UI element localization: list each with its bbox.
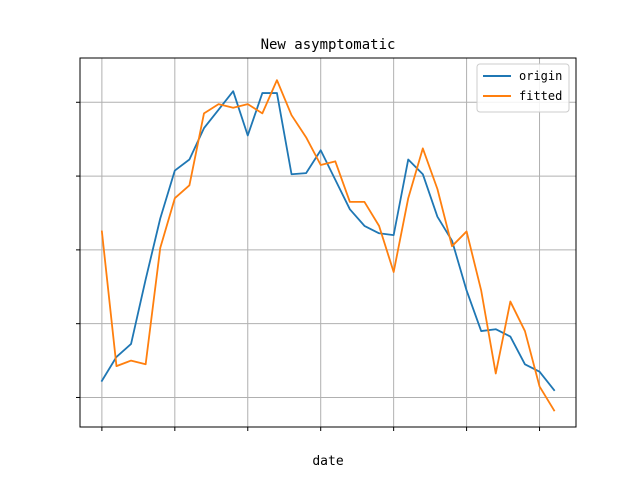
plot-frame: [79, 57, 577, 428]
legend-label-fitted: fitted: [519, 89, 562, 103]
legend: origin fitted: [476, 63, 570, 113]
ticks: [76, 101, 541, 431]
x-axis-label: date: [312, 454, 343, 469]
chart-title: New asymptomatic: [261, 37, 396, 53]
series-line-fitted: [100, 79, 556, 412]
legend-label-origin: origin: [519, 69, 562, 83]
series-line-origin: [100, 90, 556, 392]
series-layer: [100, 79, 556, 412]
grid: [80, 58, 576, 427]
